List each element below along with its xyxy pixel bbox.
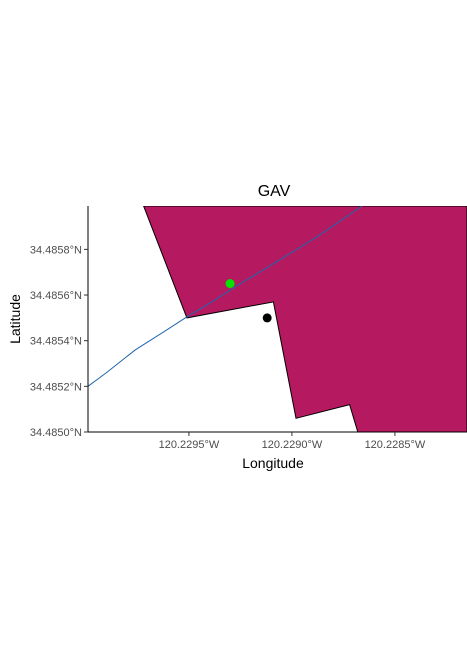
parcel-polygon [143, 206, 467, 432]
plot-panel [88, 206, 467, 432]
y-tick-label-1: 34.4852°N [30, 381, 82, 393]
chart-title: GAV [258, 183, 291, 200]
x-axis-label: Longitude [242, 455, 304, 471]
y-tick-label-3: 34.4856°N [30, 290, 82, 302]
location-points [225, 279, 272, 323]
x-tick-label-2: 120.2285°W [365, 439, 426, 451]
location-point-0 [225, 279, 235, 289]
y-tick-label-2: 34.4854°N [30, 336, 82, 348]
track-lines [88, 206, 363, 387]
y-axis-label: Latitude [7, 294, 23, 344]
y-ticks: 34.4850°N 34.4852°N 34.4854°N 34.4856°N 34.4… [30, 244, 88, 439]
y-tick-label-0: 34.4850°N [30, 427, 82, 439]
track-line-0 [88, 206, 363, 387]
location-point-1 [262, 313, 272, 323]
x-tick-label-1: 120.2290°W [262, 439, 323, 451]
x-tick-label-0: 120.2295°W [159, 439, 220, 451]
y-tick-label-4: 34.4858°N [30, 244, 82, 256]
